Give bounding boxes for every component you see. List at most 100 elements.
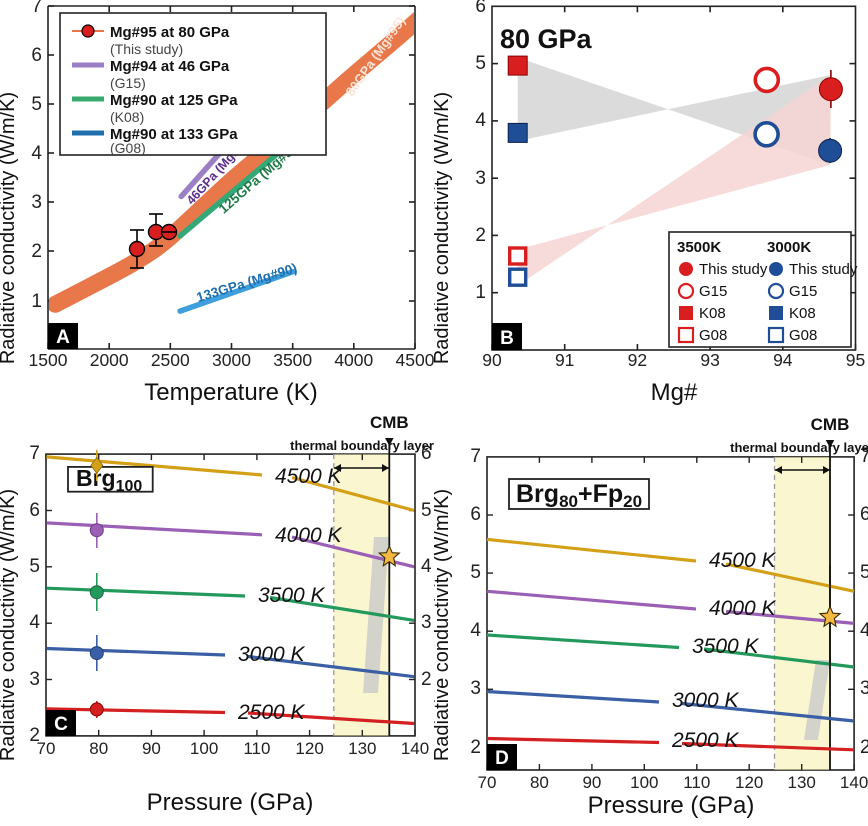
svg-text:K08: K08 (699, 305, 726, 322)
svg-text:120: 120 (735, 773, 763, 792)
svg-text:100: 100 (190, 739, 218, 758)
svg-text:Pressure (GPa): Pressure (GPa) (588, 792, 755, 819)
svg-text:90: 90 (482, 350, 502, 370)
svg-text:G15: G15 (699, 283, 727, 300)
svg-text:5: 5 (470, 562, 481, 583)
svg-text:Radiative conductivity (W/m/K): Radiative conductivity (W/m/K) (434, 489, 453, 761)
svg-text:6: 6 (29, 500, 40, 521)
svg-text:140: 140 (840, 773, 868, 792)
svg-text:5: 5 (475, 53, 486, 74)
svg-text:2500 K: 2500 K (671, 729, 740, 752)
svg-text:4000 K: 4000 K (275, 524, 343, 547)
svg-text:70: 70 (478, 773, 497, 792)
svg-text:4: 4 (475, 110, 486, 131)
svg-text:7: 7 (470, 446, 481, 467)
svg-text:3: 3 (860, 678, 868, 699)
svg-text:4: 4 (860, 620, 868, 641)
svg-text:3: 3 (475, 168, 486, 189)
svg-text:91: 91 (555, 350, 574, 370)
svg-text:This study: This study (699, 261, 768, 278)
svg-text:(K08): (K08) (110, 109, 144, 125)
svg-text:thermal boundary layer: thermal boundary layer (730, 440, 868, 455)
svg-text:Radiative conductivity (W/m/K): Radiative conductivity (W/m/K) (434, 92, 453, 364)
svg-text:80: 80 (530, 773, 549, 792)
svg-text:2: 2 (860, 737, 868, 758)
svg-text:6: 6 (31, 45, 42, 66)
svg-text:G15: G15 (789, 283, 817, 300)
svg-text:4500 K: 4500 K (709, 549, 777, 572)
svg-text:This study: This study (789, 261, 858, 278)
svg-text:2500: 2500 (151, 350, 190, 370)
svg-text:D: D (495, 748, 509, 769)
svg-text:93: 93 (700, 350, 719, 370)
svg-text:Mg#: Mg# (651, 379, 698, 406)
svg-text:2500 K: 2500 K (237, 701, 306, 724)
svg-text:2: 2 (421, 669, 432, 690)
svg-text:133GPa (Mg#90): 133GPa (Mg#90) (195, 260, 299, 305)
svg-text:3500 K: 3500 K (258, 584, 326, 607)
svg-text:G08: G08 (789, 327, 817, 344)
svg-text:90: 90 (582, 773, 601, 792)
svg-text:3000 K: 3000 K (238, 643, 306, 666)
svg-text:3000K: 3000K (767, 239, 811, 256)
svg-text:1: 1 (31, 291, 42, 312)
svg-text:2: 2 (31, 241, 42, 262)
svg-text:Mg#94 at 46 GPa: Mg#94 at 46 GPa (110, 58, 230, 75)
svg-text:(G15): (G15) (110, 75, 146, 91)
svg-text:2: 2 (29, 725, 40, 746)
svg-text:4000 K: 4000 K (709, 597, 777, 620)
svg-text:5: 5 (29, 556, 40, 577)
svg-text:Mg#95 at 80 GPa: Mg#95 at 80 GPa (110, 24, 230, 41)
svg-text:thermal boundary layer: thermal boundary layer (290, 438, 434, 453)
svg-text:Radiative conductivity (W/m/K): Radiative conductivity (W/m/K) (0, 489, 19, 761)
svg-text:G08: G08 (699, 327, 727, 344)
svg-text:3: 3 (29, 669, 40, 690)
svg-text:130: 130 (788, 773, 816, 792)
svg-text:Temperature (K): Temperature (K) (144, 379, 317, 406)
svg-text:3: 3 (31, 192, 42, 213)
svg-text:95: 95 (846, 350, 865, 370)
svg-text:3: 3 (470, 678, 481, 699)
svg-text:C: C (54, 714, 68, 735)
svg-text:4000: 4000 (334, 350, 373, 370)
svg-text:120: 120 (295, 739, 323, 758)
svg-text:110: 110 (243, 739, 270, 758)
svg-text:92: 92 (628, 350, 647, 370)
svg-text:CMB: CMB (370, 413, 409, 432)
svg-text:5: 5 (860, 562, 868, 583)
svg-text:7: 7 (29, 443, 40, 464)
svg-text:4500: 4500 (396, 350, 434, 370)
svg-text:2000: 2000 (90, 350, 129, 370)
svg-text:4: 4 (31, 143, 42, 164)
svg-text:100: 100 (630, 773, 658, 792)
svg-text:Mg#90 at 125 GPa: Mg#90 at 125 GPa (110, 92, 238, 109)
svg-text:90: 90 (142, 739, 161, 758)
svg-text:3500K: 3500K (677, 239, 721, 256)
svg-text:94: 94 (773, 350, 793, 370)
svg-text:Radiative conductivity (W/m/K): Radiative conductivity (W/m/K) (0, 92, 19, 364)
svg-text:80GPa (Mg#95): 80GPa (Mg#95) (342, 14, 408, 99)
svg-text:7: 7 (31, 0, 42, 17)
svg-text:1500: 1500 (29, 350, 68, 370)
svg-text:6: 6 (475, 0, 486, 17)
svg-text:80: 80 (89, 739, 108, 758)
svg-text:6: 6 (860, 504, 868, 525)
svg-text:3000 K: 3000 K (672, 689, 740, 712)
svg-text:A: A (56, 327, 70, 348)
svg-text:3: 3 (421, 612, 432, 633)
svg-text:(This study): (This study) (110, 41, 183, 57)
svg-text:130: 130 (348, 739, 376, 758)
svg-text:6: 6 (470, 504, 481, 525)
svg-text:2: 2 (475, 225, 486, 246)
svg-text:CMB: CMB (811, 415, 850, 434)
svg-text:4: 4 (470, 620, 481, 641)
svg-text:3500: 3500 (273, 350, 312, 370)
svg-text:3000: 3000 (212, 350, 251, 370)
svg-text:5: 5 (421, 500, 432, 521)
svg-text:4: 4 (421, 556, 432, 577)
svg-text:140: 140 (401, 739, 429, 758)
svg-text:3500 K: 3500 K (692, 635, 760, 658)
svg-text:2: 2 (470, 737, 481, 758)
svg-text:4: 4 (29, 612, 40, 633)
svg-text:110: 110 (683, 773, 710, 792)
